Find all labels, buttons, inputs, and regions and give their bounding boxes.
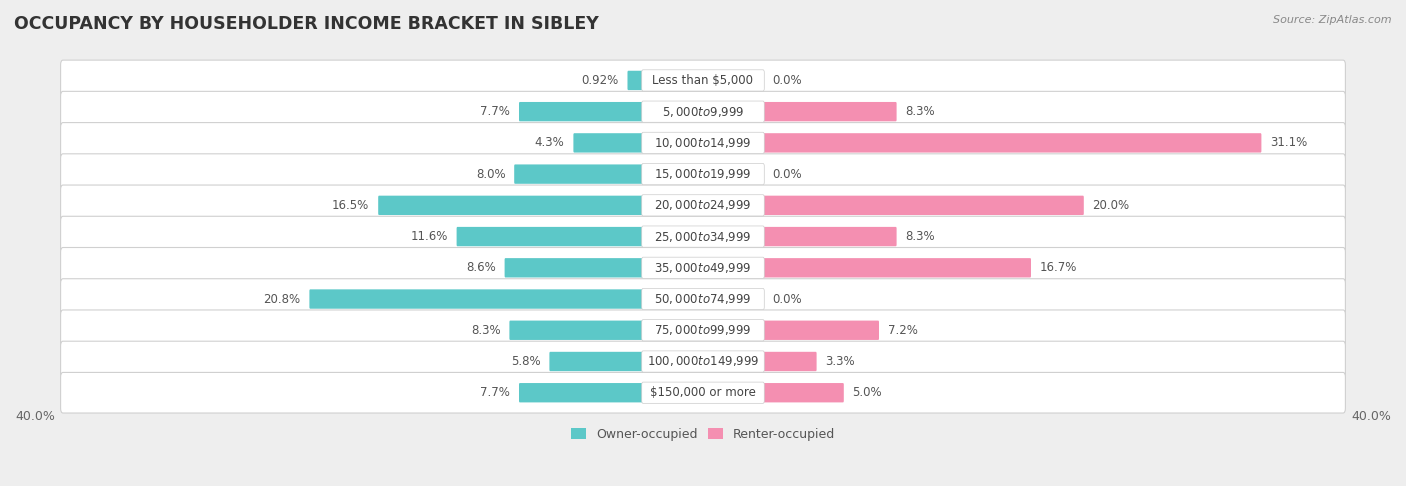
FancyBboxPatch shape (641, 132, 765, 154)
Text: 11.6%: 11.6% (411, 230, 447, 243)
Text: 16.7%: 16.7% (1040, 261, 1077, 274)
FancyBboxPatch shape (60, 247, 1346, 288)
Text: $25,000 to $34,999: $25,000 to $34,999 (654, 229, 752, 243)
FancyBboxPatch shape (762, 196, 1084, 215)
FancyBboxPatch shape (60, 185, 1346, 226)
FancyBboxPatch shape (60, 122, 1346, 163)
Text: 0.92%: 0.92% (582, 74, 619, 87)
FancyBboxPatch shape (60, 216, 1346, 257)
Text: 0.0%: 0.0% (773, 293, 803, 306)
Text: $150,000 or more: $150,000 or more (650, 386, 756, 399)
Text: $20,000 to $24,999: $20,000 to $24,999 (654, 198, 752, 212)
FancyBboxPatch shape (550, 352, 644, 371)
Text: 0.0%: 0.0% (773, 74, 803, 87)
FancyBboxPatch shape (60, 310, 1346, 350)
Text: 40.0%: 40.0% (1351, 410, 1391, 423)
FancyBboxPatch shape (60, 91, 1346, 132)
FancyBboxPatch shape (762, 352, 817, 371)
Text: 8.3%: 8.3% (905, 105, 935, 118)
Text: 8.6%: 8.6% (465, 261, 496, 274)
Text: 8.3%: 8.3% (905, 230, 935, 243)
Text: 8.0%: 8.0% (475, 168, 505, 181)
Text: Source: ZipAtlas.com: Source: ZipAtlas.com (1274, 15, 1392, 25)
FancyBboxPatch shape (378, 196, 644, 215)
FancyBboxPatch shape (309, 289, 644, 309)
FancyBboxPatch shape (641, 195, 765, 216)
Text: 31.1%: 31.1% (1270, 137, 1308, 149)
Text: $50,000 to $74,999: $50,000 to $74,999 (654, 292, 752, 306)
Text: 3.3%: 3.3% (825, 355, 855, 368)
FancyBboxPatch shape (641, 101, 765, 122)
Text: 16.5%: 16.5% (332, 199, 370, 212)
FancyBboxPatch shape (641, 320, 765, 341)
Text: 40.0%: 40.0% (15, 410, 55, 423)
Text: 5.8%: 5.8% (510, 355, 540, 368)
FancyBboxPatch shape (519, 102, 644, 122)
Text: Less than $5,000: Less than $5,000 (652, 74, 754, 87)
FancyBboxPatch shape (641, 163, 765, 185)
FancyBboxPatch shape (457, 227, 644, 246)
FancyBboxPatch shape (641, 382, 765, 403)
Text: $100,000 to $149,999: $100,000 to $149,999 (647, 354, 759, 368)
Text: 4.3%: 4.3% (534, 137, 565, 149)
FancyBboxPatch shape (519, 383, 644, 402)
Text: 7.7%: 7.7% (481, 386, 510, 399)
FancyBboxPatch shape (641, 70, 765, 91)
FancyBboxPatch shape (641, 288, 765, 310)
Text: 20.0%: 20.0% (1092, 199, 1130, 212)
FancyBboxPatch shape (762, 383, 844, 402)
FancyBboxPatch shape (574, 133, 644, 153)
Text: 7.2%: 7.2% (887, 324, 918, 337)
Text: 7.7%: 7.7% (481, 105, 510, 118)
FancyBboxPatch shape (627, 71, 644, 90)
FancyBboxPatch shape (515, 164, 644, 184)
Text: 0.0%: 0.0% (773, 168, 803, 181)
FancyBboxPatch shape (641, 351, 765, 372)
FancyBboxPatch shape (60, 154, 1346, 194)
FancyBboxPatch shape (641, 257, 765, 278)
Text: 20.8%: 20.8% (263, 293, 301, 306)
Text: $10,000 to $14,999: $10,000 to $14,999 (654, 136, 752, 150)
FancyBboxPatch shape (505, 258, 644, 278)
Text: OCCUPANCY BY HOUSEHOLDER INCOME BRACKET IN SIBLEY: OCCUPANCY BY HOUSEHOLDER INCOME BRACKET … (14, 15, 599, 33)
FancyBboxPatch shape (60, 341, 1346, 382)
Text: $15,000 to $19,999: $15,000 to $19,999 (654, 167, 752, 181)
FancyBboxPatch shape (509, 321, 644, 340)
FancyBboxPatch shape (762, 133, 1261, 153)
Text: 5.0%: 5.0% (852, 386, 882, 399)
FancyBboxPatch shape (60, 60, 1346, 101)
Text: $75,000 to $99,999: $75,000 to $99,999 (654, 323, 752, 337)
Text: 8.3%: 8.3% (471, 324, 501, 337)
FancyBboxPatch shape (641, 226, 765, 247)
FancyBboxPatch shape (60, 279, 1346, 319)
FancyBboxPatch shape (762, 227, 897, 246)
Text: $5,000 to $9,999: $5,000 to $9,999 (662, 104, 744, 119)
FancyBboxPatch shape (762, 102, 897, 122)
FancyBboxPatch shape (762, 258, 1031, 278)
FancyBboxPatch shape (60, 372, 1346, 413)
Legend: Owner-occupied, Renter-occupied: Owner-occupied, Renter-occupied (567, 423, 839, 446)
Text: $35,000 to $49,999: $35,000 to $49,999 (654, 261, 752, 275)
FancyBboxPatch shape (762, 321, 879, 340)
